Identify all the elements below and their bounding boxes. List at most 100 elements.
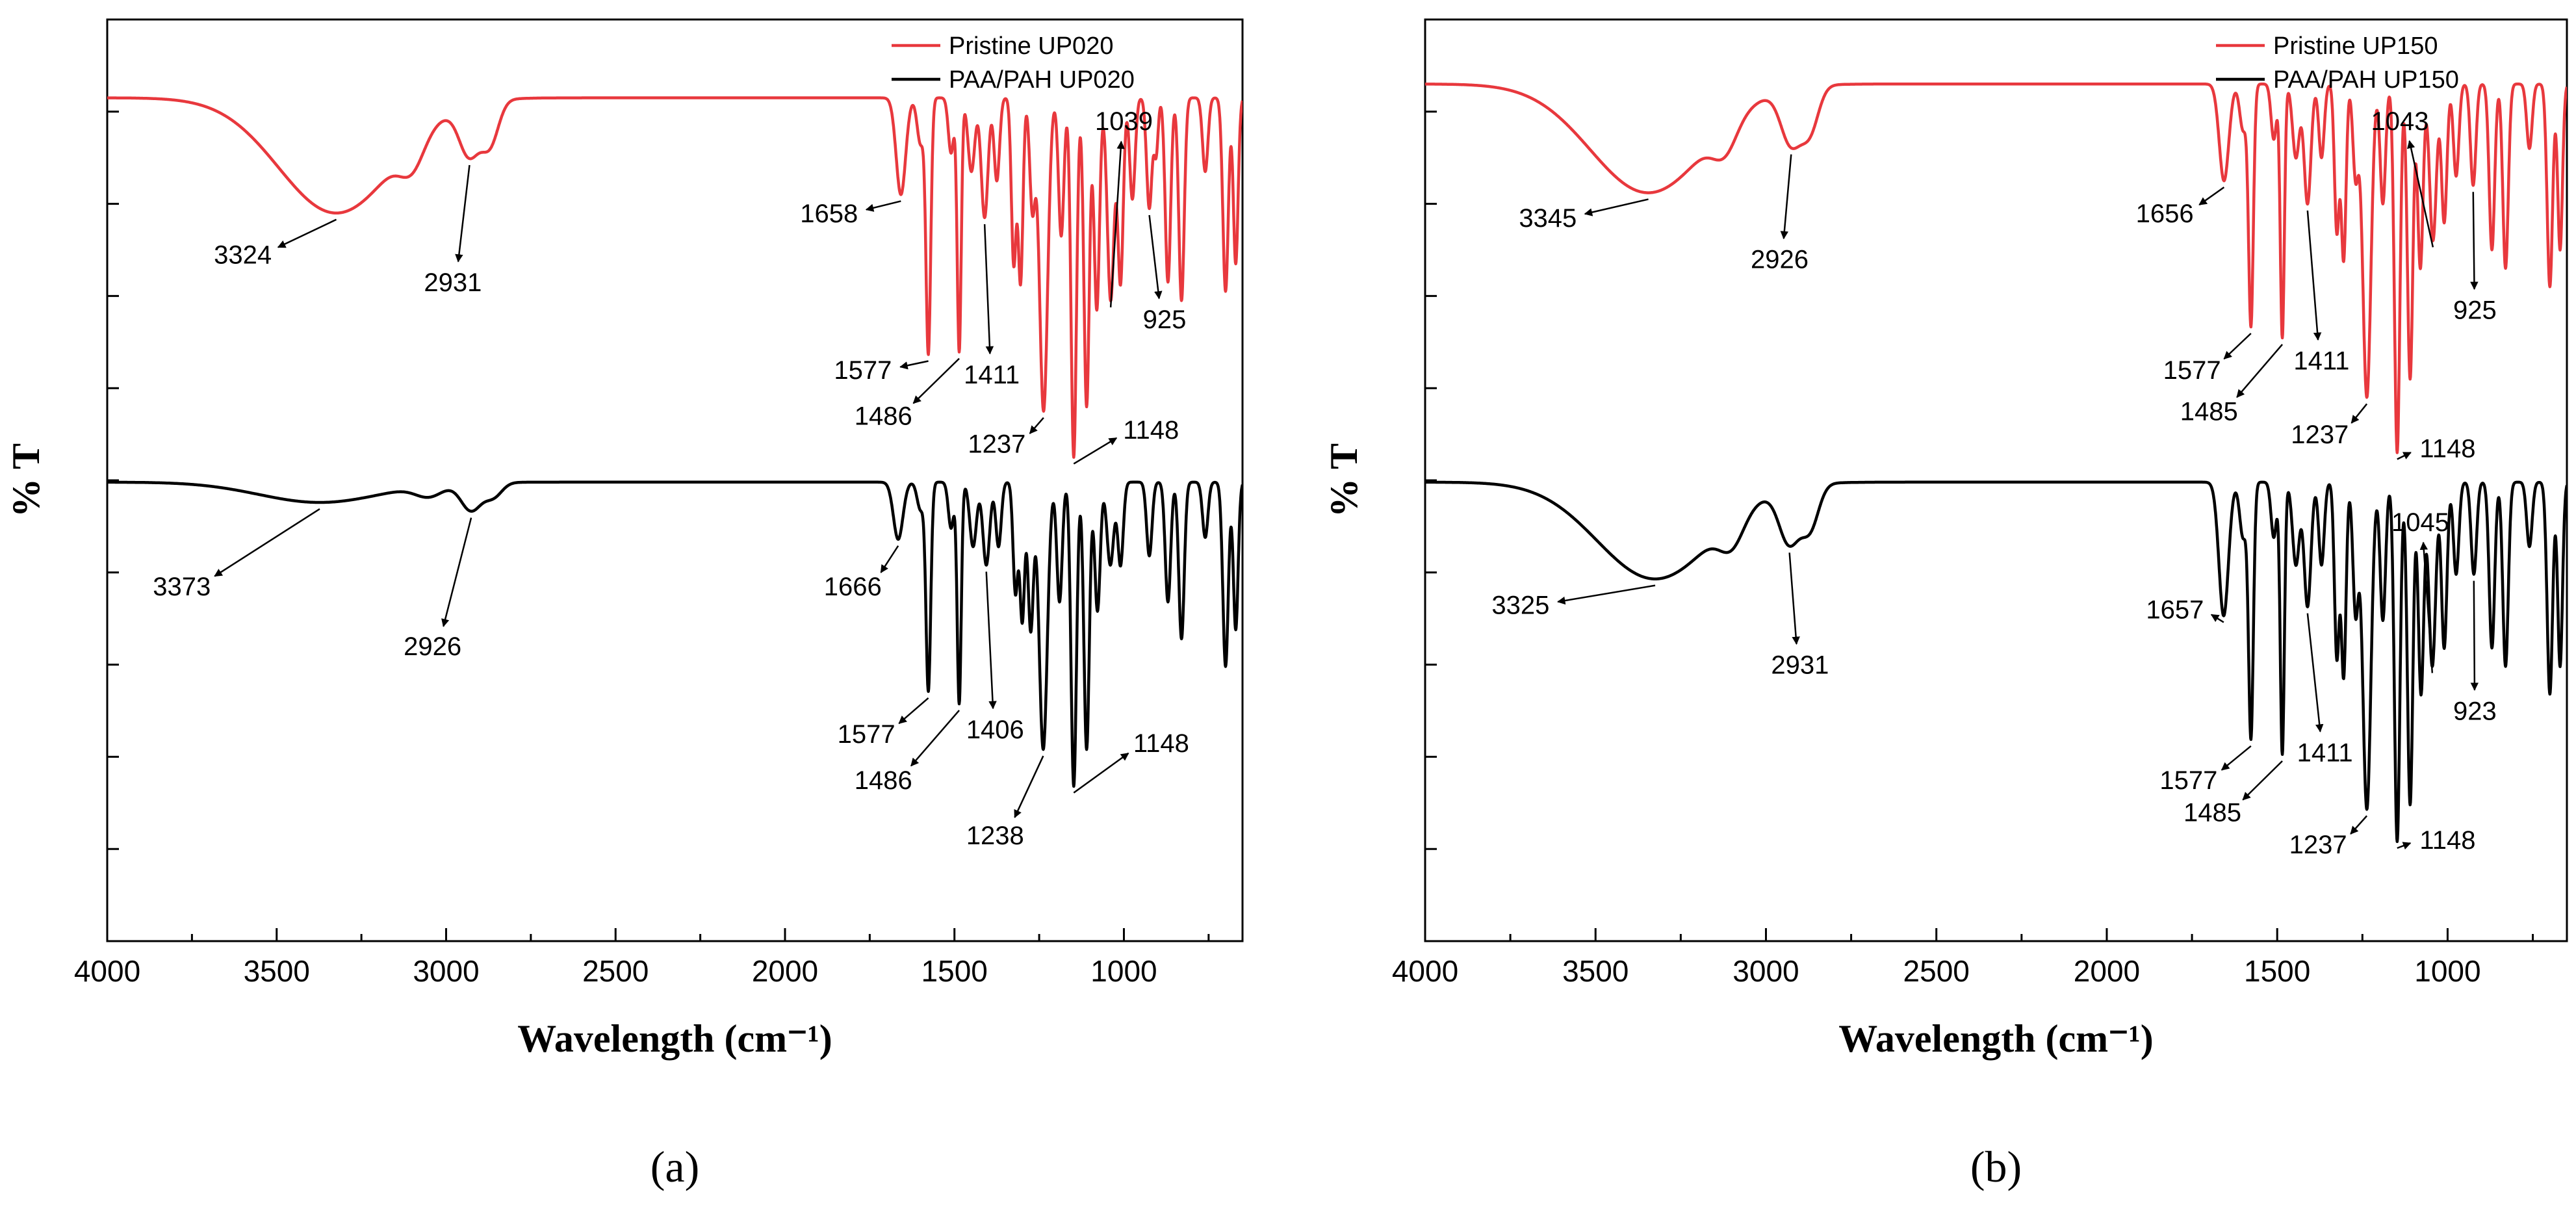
peak-arrow [1014,755,1044,818]
peak-label: 1485 [2183,798,2241,827]
peak-label: 1577 [2159,766,2217,795]
peak-arrow [2198,187,2225,206]
x-tick-label: 3500 [1562,954,1629,988]
legend-label: PAA/PAH UP020 [949,66,1135,94]
x-tick-label: 3000 [1732,954,1799,988]
peak-arrow [2397,842,2412,850]
peak-label: 2926 [1751,246,1809,274]
peak-label: 1148 [2419,826,2475,855]
peak-label: 1486 [855,402,912,431]
x-axis-title: Wavelength (cm⁻¹) [1838,1017,2154,1060]
peak-label: 1148 [1133,729,1189,758]
peak-arrow [2210,614,2224,623]
x-tick-label: 2500 [1903,954,1970,988]
peak-label: 1238 [966,822,1024,850]
peak-label: 923 [2453,697,2497,726]
peak-arrow [865,200,901,212]
y-axis-title: % T [5,443,47,517]
peak-label: 1666 [824,573,882,601]
peak-label: 1039 [1095,107,1153,136]
x-tick-label: 2000 [752,954,818,988]
peak-label: 1406 [966,716,1024,744]
peak-arrow [1780,154,1792,240]
x-tick-label: 3500 [244,954,310,988]
peak-label: 1237 [2291,421,2349,449]
peak-arrow [2306,613,2324,732]
peak-label: 1043 [2371,107,2429,136]
peak-arrow [2221,745,2252,771]
peak-label: 1486 [855,766,912,795]
panel-b: 4000 3500 3000 2500 2000 1500 1000 Wavelength (… [1322,18,2568,1191]
peak-arrow [2407,140,2434,248]
legend-label: Pristine UP020 [949,32,1113,60]
peak-arrow [214,508,320,577]
peak-arrow [1557,584,1656,605]
panel-label: (a) [650,1142,699,1191]
peak-label: 3345 [1519,204,1577,233]
peak-arrow [2236,344,2284,398]
peak-arrow [985,571,997,710]
x-tick-label: 2500 [582,954,649,988]
x-tick-label: 1500 [2244,954,2310,988]
peak-arrow [898,697,929,724]
peak-arrow [441,517,472,627]
peak-label: 2931 [424,268,482,297]
peak-label: 3373 [153,573,211,601]
x-axis-title: Wavelength (cm⁻¹) [517,1017,832,1060]
peak-label: 1148 [1123,416,1179,445]
peak-arrow [2351,403,2368,424]
x-tick-label: 4000 [74,954,140,988]
peak-arrow [1788,552,1800,645]
spectrum-line-pristine [1425,83,2567,454]
peak-label: 3324 [214,241,272,270]
peak-arrow [2350,815,2368,835]
peak-label: 3325 [1491,591,1549,619]
peak-label: 2931 [1771,651,1829,680]
peak-label: 1577 [834,356,892,385]
peak-arrow [1584,198,1649,216]
peak-label: 1237 [968,430,1025,458]
spectrum-line-modified [107,480,1243,788]
peak-arrow [983,224,994,355]
peak-arrow [912,357,960,404]
peak-arrow [2223,333,2252,360]
legend-label: Pristine UP150 [2273,32,2438,60]
x-tick-label: 4000 [1392,954,1458,988]
peak-arrow [2470,580,2479,691]
peak-arrow [1073,437,1118,465]
peak-label: 1656 [2136,200,2194,228]
x-tick-label: 1000 [2414,954,2480,988]
peak-arrow [1029,417,1044,434]
peak-label: 1045 [2391,508,2449,537]
peak-arrow [899,360,929,370]
peak-label: 1411 [2297,738,2353,767]
peak-label: 1411 [2293,347,2349,376]
x-tick-label: 1000 [1090,954,1157,988]
peak-arrow [2306,210,2322,341]
peak-label: 925 [1143,305,1187,334]
x-tick-label: 2000 [2074,954,2140,988]
peak-arrow [910,710,960,767]
peak-label: 1577 [2163,356,2221,385]
peak-arrow [2242,760,2283,801]
spectrum-line-modified [1425,480,2567,844]
y-axis-title: % T [1322,443,1365,517]
peak-label: 1485 [2180,398,2238,426]
peak-label: 1148 [2419,434,2475,463]
peak-arrow [1109,140,1125,307]
peak-arrow [277,218,337,248]
peak-arrow [2470,192,2479,291]
x-tick-label: 3000 [413,954,479,988]
peak-label: 2926 [404,632,461,661]
peak-label: 1657 [2146,596,2204,625]
peak-label: 1658 [800,200,858,228]
peak-arrow [2397,452,2412,460]
peak-arrow [880,545,899,573]
panel-label: (b) [1970,1142,2022,1191]
spectrum-line-pristine [107,96,1243,459]
panel-a: 4000 3500 3000 2500 2000 1500 1000 Wavelength (… [5,18,1244,1191]
peak-arrow [2419,541,2434,673]
x-tick-label: 1500 [921,954,988,988]
peak-label: 1237 [2289,831,2347,859]
